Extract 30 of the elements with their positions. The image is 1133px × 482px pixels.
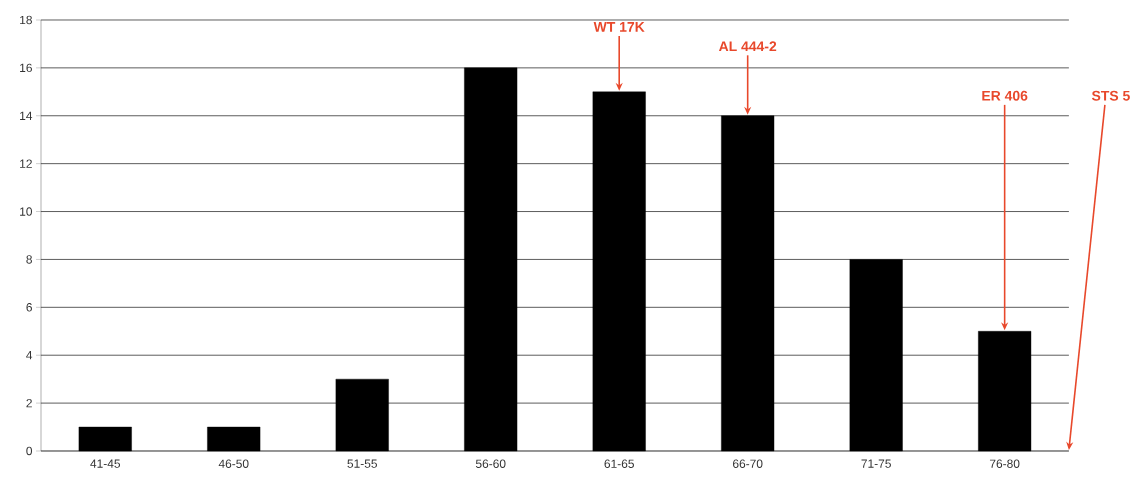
annotation: WT 17K [593, 22, 645, 32]
y-tick-label: 2 [26, 398, 32, 408]
x-tick-label: 56-60 [475, 459, 506, 468]
y-tick-label: 16 [20, 63, 32, 73]
bar [78, 426, 132, 452]
x-tick-label: 46-50 [218, 459, 249, 468]
x-tick-label: 71-75 [861, 459, 891, 468]
x-tick-label: 51-55 [347, 459, 377, 468]
y-tick-label: 10 [20, 207, 33, 216]
y-tick-label: 0 [26, 446, 33, 456]
x-tick-label: 66-70 [733, 459, 763, 468]
bar [849, 259, 903, 452]
y-tick-label: 6 [26, 303, 32, 312]
bar [464, 67, 518, 452]
y-tick-label: 4 [26, 351, 33, 360]
y-tick-label: 8 [26, 255, 32, 264]
bar [978, 331, 1032, 452]
bar [335, 378, 389, 452]
bar [592, 91, 646, 452]
y-tick-label: 12 [20, 159, 32, 168]
x-tick-label: 61-65 [604, 459, 634, 468]
text: STS 5 [1091, 90, 1130, 101]
y-tick-label: 18 [20, 15, 32, 25]
bar [721, 115, 775, 452]
x-tick-label: 76-80 [989, 459, 1020, 468]
annotation: AL 444-2 [718, 41, 777, 52]
bar [207, 426, 261, 452]
x-tick-label: 41-45 [90, 459, 121, 468]
annotation: ER 406 [982, 90, 1028, 101]
y-tick-label: 14 [20, 111, 33, 120]
